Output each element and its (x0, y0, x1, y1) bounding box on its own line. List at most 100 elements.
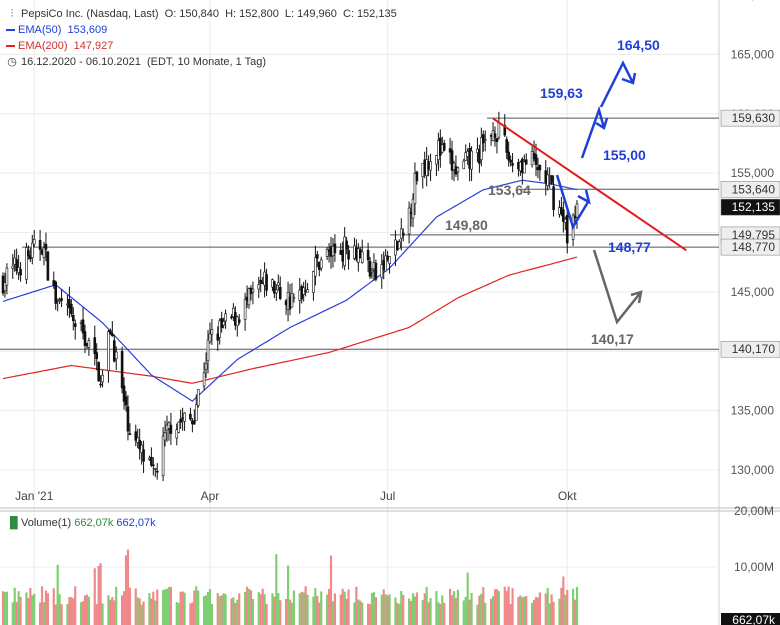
price-tick-label: 135,000 (731, 404, 775, 418)
volume-bar (40, 586, 44, 625)
scenario-arrows (555, 60, 643, 325)
volume-bar (27, 597, 30, 625)
volume-bar (493, 589, 497, 625)
volume-bar (517, 596, 520, 625)
candle-body (562, 209, 565, 222)
ema50-label: EMA(50) (18, 24, 62, 36)
candle-body (319, 259, 323, 269)
volume-bar (359, 600, 362, 625)
volume-bar (72, 598, 75, 625)
volume-bar (546, 587, 549, 625)
volume-bar (343, 591, 346, 625)
volume-bar (339, 594, 342, 625)
candle-body (480, 137, 483, 160)
volume-bar (234, 603, 237, 625)
candle-body (46, 251, 50, 281)
candle-body (138, 440, 141, 450)
arrow-up-target (599, 60, 635, 108)
volume-last-tag-box (721, 613, 780, 625)
candle-body (5, 267, 9, 286)
volume-bar (218, 596, 221, 625)
candle-body (169, 424, 173, 434)
candle-body (380, 264, 384, 279)
candle-body (111, 333, 114, 337)
candle-body (30, 242, 34, 258)
candle-body (251, 288, 255, 293)
volume-bar (491, 596, 495, 625)
candle-body (257, 284, 261, 290)
volume-bar (538, 592, 542, 625)
descending-trendline (492, 117, 687, 252)
last-price-tag: 152,135 (732, 200, 776, 214)
volume-bar (329, 555, 333, 625)
volume-bar (122, 591, 126, 625)
volume-bar (298, 593, 301, 625)
volume-bar (544, 593, 547, 625)
volume-bar (427, 602, 430, 625)
arrow-head (595, 117, 609, 130)
volume-bars-icon: ▐▌ (6, 517, 22, 529)
volume-bar (312, 596, 315, 625)
volume-bar (70, 597, 73, 625)
volume-legend[interactable]: ▐▌Volume(1) 662,07k 662,07k (6, 517, 156, 529)
volume-bar (466, 572, 469, 625)
volume-bar (148, 593, 151, 625)
volume-bar (384, 594, 387, 625)
candle-body (95, 352, 99, 359)
candle-body (122, 385, 126, 402)
candle-body (120, 351, 124, 389)
volume-bar (552, 601, 555, 625)
open-value: 150,840 (179, 8, 220, 20)
candle-body (83, 331, 87, 347)
candle-body (314, 257, 317, 277)
candle-body (273, 281, 276, 294)
candle-body (259, 279, 263, 284)
volume-bar (191, 602, 194, 625)
volume-bar (497, 591, 501, 625)
volume-bar (224, 594, 227, 625)
volume-bar (181, 591, 184, 625)
volume-bar (388, 594, 391, 625)
volume-bar (95, 604, 98, 625)
volume-bar (476, 604, 479, 625)
date-range-legend[interactable]: ◷ 16.12.2020 - 06.10.2021 (EDT, 10 Monate… (6, 55, 269, 69)
candle-body (42, 247, 46, 258)
level-price-tag: 148,770 (732, 240, 776, 254)
volume-bar (532, 599, 536, 625)
volume-bar (478, 595, 481, 625)
ema50-legend[interactable]: EMA(50) 153,609 (6, 23, 110, 37)
candle-body (333, 243, 337, 254)
arrow-head (577, 189, 591, 205)
volume-bar (304, 586, 307, 625)
candle-body (54, 281, 58, 304)
annotation-label: 148,77 (608, 239, 651, 255)
volume-bar (314, 588, 317, 625)
candle-body (204, 363, 208, 370)
candle-body (276, 282, 280, 286)
volume-bar (519, 595, 522, 625)
volume-bar (558, 598, 561, 625)
candle-body (11, 265, 15, 269)
volume-bar (423, 593, 426, 625)
candle-body (384, 255, 387, 272)
level-price-tag-box (720, 109, 780, 127)
volume-bar (263, 594, 266, 625)
ema50-line (2, 179, 578, 402)
candle-body (3, 282, 7, 291)
volume-bar (495, 589, 499, 625)
level-price-tag: 159,630 (732, 111, 776, 125)
volume-bar (85, 594, 89, 625)
volume-bar (566, 589, 569, 625)
volume-bar (443, 602, 446, 625)
candle-body (546, 174, 550, 186)
volume-bar (407, 598, 411, 625)
ema200-legend[interactable]: EMA(200) 147,927 (6, 39, 116, 53)
candle-body (481, 134, 485, 144)
instrument-title: PepsiCo Inc. (Nasdaq, Last) (21, 8, 159, 20)
level-price-tag: 149,795 (732, 228, 776, 242)
candle-body (370, 270, 374, 273)
annotation-label: 149,80 (445, 217, 488, 233)
volume-bar (169, 586, 173, 625)
volume-bar (530, 602, 534, 625)
